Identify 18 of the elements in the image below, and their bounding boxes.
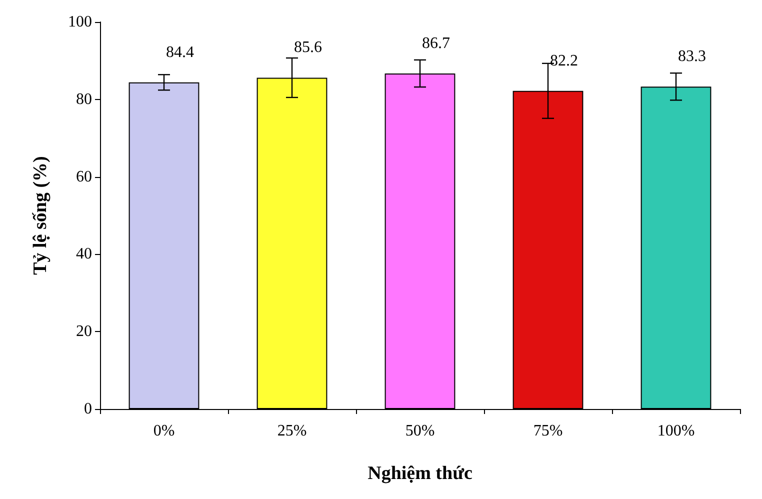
data-label: 82.2 xyxy=(550,52,578,70)
x-tick-label: 75% xyxy=(533,422,563,440)
x-tick-label: 25% xyxy=(277,422,307,440)
x-tick-label: 100% xyxy=(657,422,695,440)
y-tick-label: 0 xyxy=(84,400,92,418)
y-tick-label: 100 xyxy=(68,14,92,30)
y-tick-label: 80 xyxy=(76,90,92,108)
y-tick-label: 20 xyxy=(76,323,92,340)
data-label: 83.3 xyxy=(678,48,706,66)
x-tick-label: 0% xyxy=(153,422,175,440)
data-label: 85.6 xyxy=(294,39,322,56)
x-tick-label: 50% xyxy=(405,422,435,440)
data-label: 84.4 xyxy=(166,44,194,61)
y-axis-title: Tỷ lệ sống (%) xyxy=(30,156,51,275)
x-axis-title: Nghiệm thức xyxy=(368,463,472,484)
y-tick-label: 60 xyxy=(76,168,92,186)
data-label: 86.7 xyxy=(422,34,450,52)
y-tick-label: 40 xyxy=(76,246,92,263)
